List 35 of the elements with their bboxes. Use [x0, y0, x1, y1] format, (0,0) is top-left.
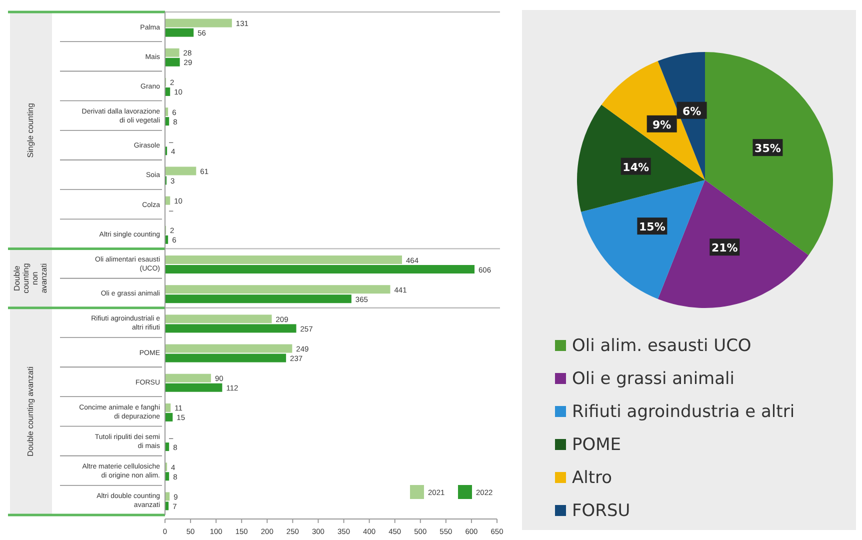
bar [165, 344, 292, 353]
data-label: 14% [622, 160, 650, 174]
text: Single counting [26, 102, 35, 158]
text: Double counting non avanzati [12, 263, 48, 294]
data-label: 9% [652, 118, 672, 132]
bar [165, 28, 194, 37]
bar [165, 314, 272, 324]
legend-label: POME [572, 435, 622, 455]
bar [165, 412, 173, 422]
bar [165, 354, 286, 362]
bar [165, 265, 475, 274]
data-label: 35% [754, 142, 781, 156]
bar [165, 374, 211, 382]
data-label: 15% [639, 220, 666, 234]
legend-label: Rifiuti agroindustria e altri [572, 402, 795, 422]
text: Double counting avanzati [26, 366, 35, 456]
data-label: 21% [711, 242, 738, 255]
bar [165, 256, 402, 264]
bar [165, 294, 352, 304]
data-label: 6% [682, 104, 702, 118]
legend-label: FORSU [572, 501, 630, 521]
legend-label: Oli e grassi animali [572, 369, 734, 389]
bar [165, 383, 222, 392]
bar [165, 18, 232, 28]
pie-slice [577, 104, 705, 212]
bar [165, 324, 296, 333]
pie-slice [601, 60, 705, 180]
legend-label: Oli alim. esausti UCO [572, 336, 752, 356]
pie-slice [581, 180, 705, 300]
bar [165, 166, 196, 176]
bar [165, 48, 180, 57]
legend-label: Altro [572, 468, 612, 488]
bar [165, 285, 390, 294]
bar [165, 58, 180, 66]
pie-slice [705, 52, 833, 256]
